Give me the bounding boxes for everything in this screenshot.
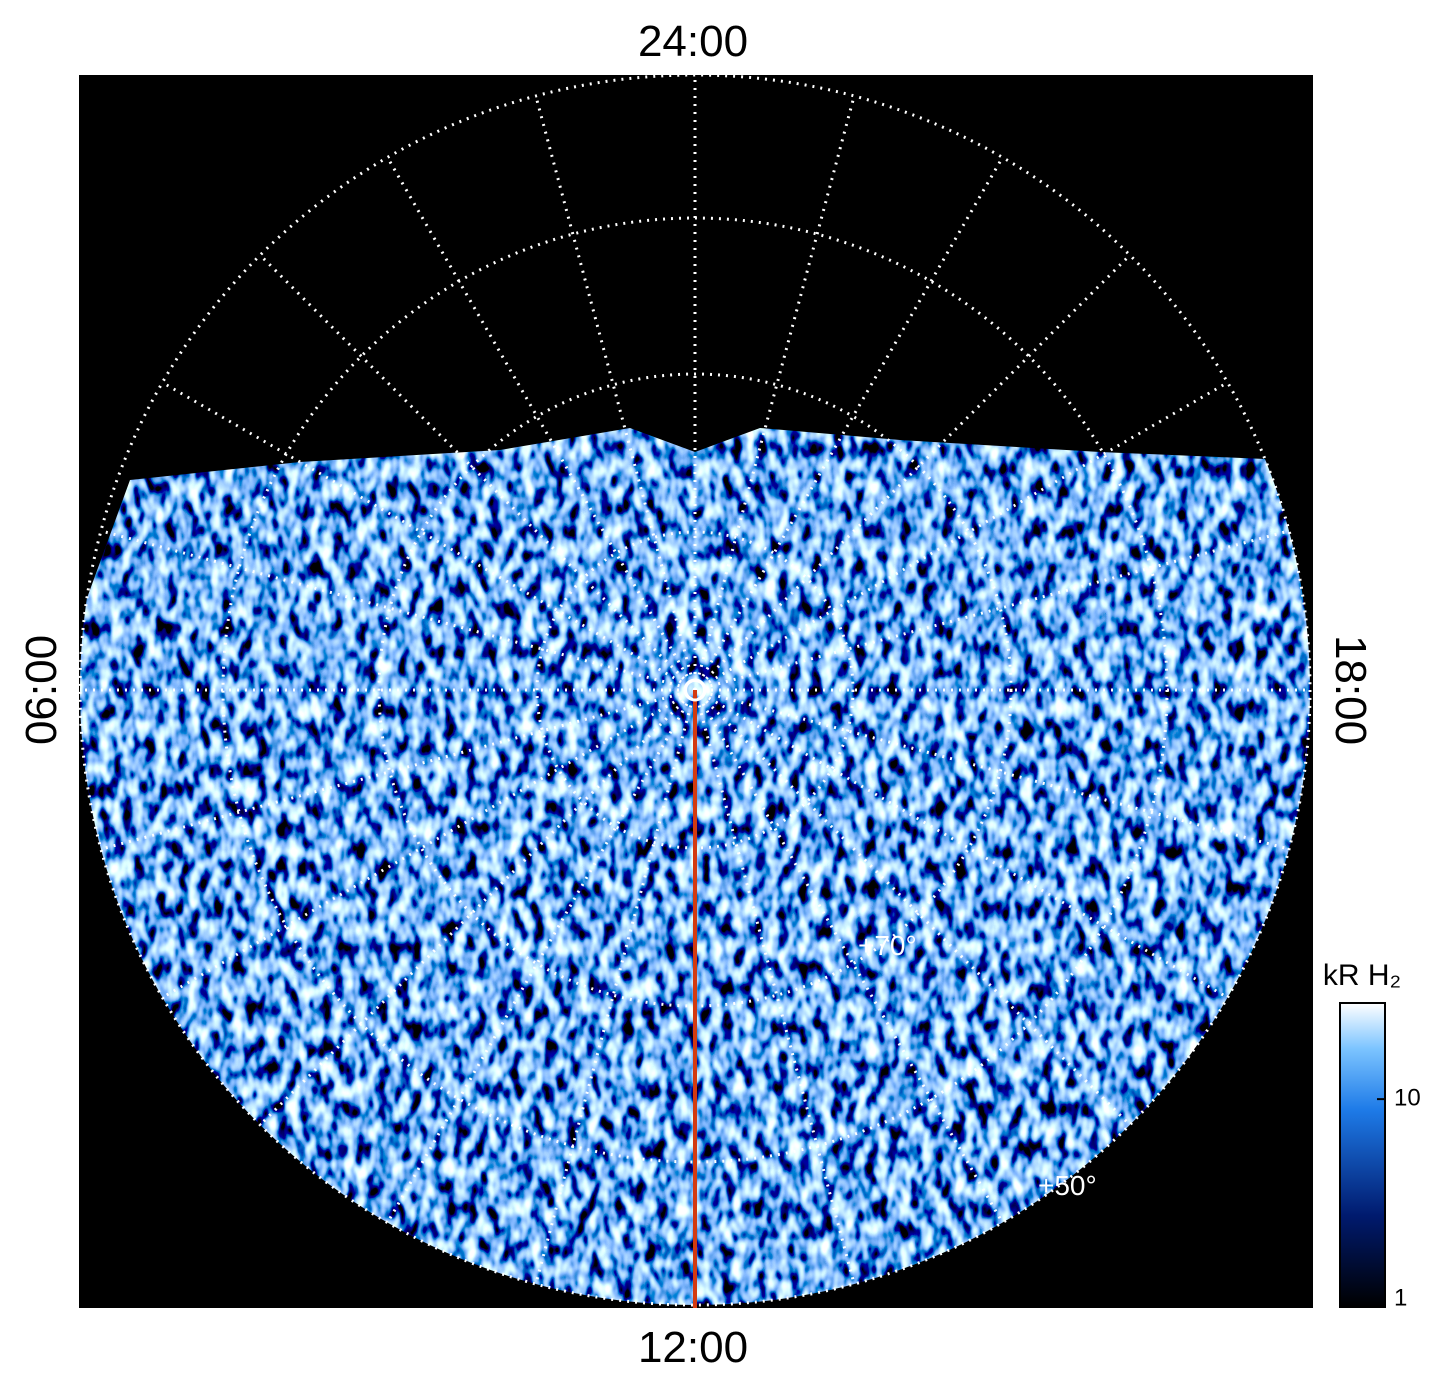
colorbar-tick-label: 1: [1394, 1284, 1407, 1311]
meridian: [693, 95, 856, 691]
meridian: [386, 689, 697, 1224]
left-label: 06:00: [17, 635, 66, 745]
colorbar-label: kR H₂: [1323, 959, 1401, 992]
meridian: [259, 688, 697, 1126]
right-label: 18:00: [1326, 635, 1375, 745]
meridian: [534, 689, 697, 1285]
meridian: [259, 254, 697, 692]
pole-marker: [683, 678, 707, 702]
meridian: [100, 529, 696, 692]
meridian: [694, 688, 1229, 999]
colorbar-ticks: 1 10: [1377, 1084, 1421, 1311]
meridian: [694, 529, 1290, 692]
latitude-label: +70°: [858, 930, 917, 961]
meridian: [534, 95, 697, 691]
latitude-label: +50°: [1038, 1170, 1097, 1201]
meridian: [693, 689, 1004, 1224]
meridian: [693, 254, 1131, 692]
bottom-label: 12:00: [638, 1323, 748, 1372]
meridian: [694, 381, 1229, 692]
latitude-circle: [78, 73, 1312, 1307]
meridian: [100, 688, 696, 851]
meridian: [693, 689, 856, 1285]
colorbar-tick-label: 10: [1394, 1084, 1421, 1111]
meridian: [161, 688, 696, 999]
meridian: [386, 156, 697, 691]
colorbar: [1339, 1002, 1386, 1308]
meridian: [693, 688, 1131, 1126]
meridian: [693, 156, 1004, 691]
meridian: [694, 688, 1290, 851]
top-label: 24:00: [638, 17, 748, 66]
meridian: [161, 381, 696, 692]
